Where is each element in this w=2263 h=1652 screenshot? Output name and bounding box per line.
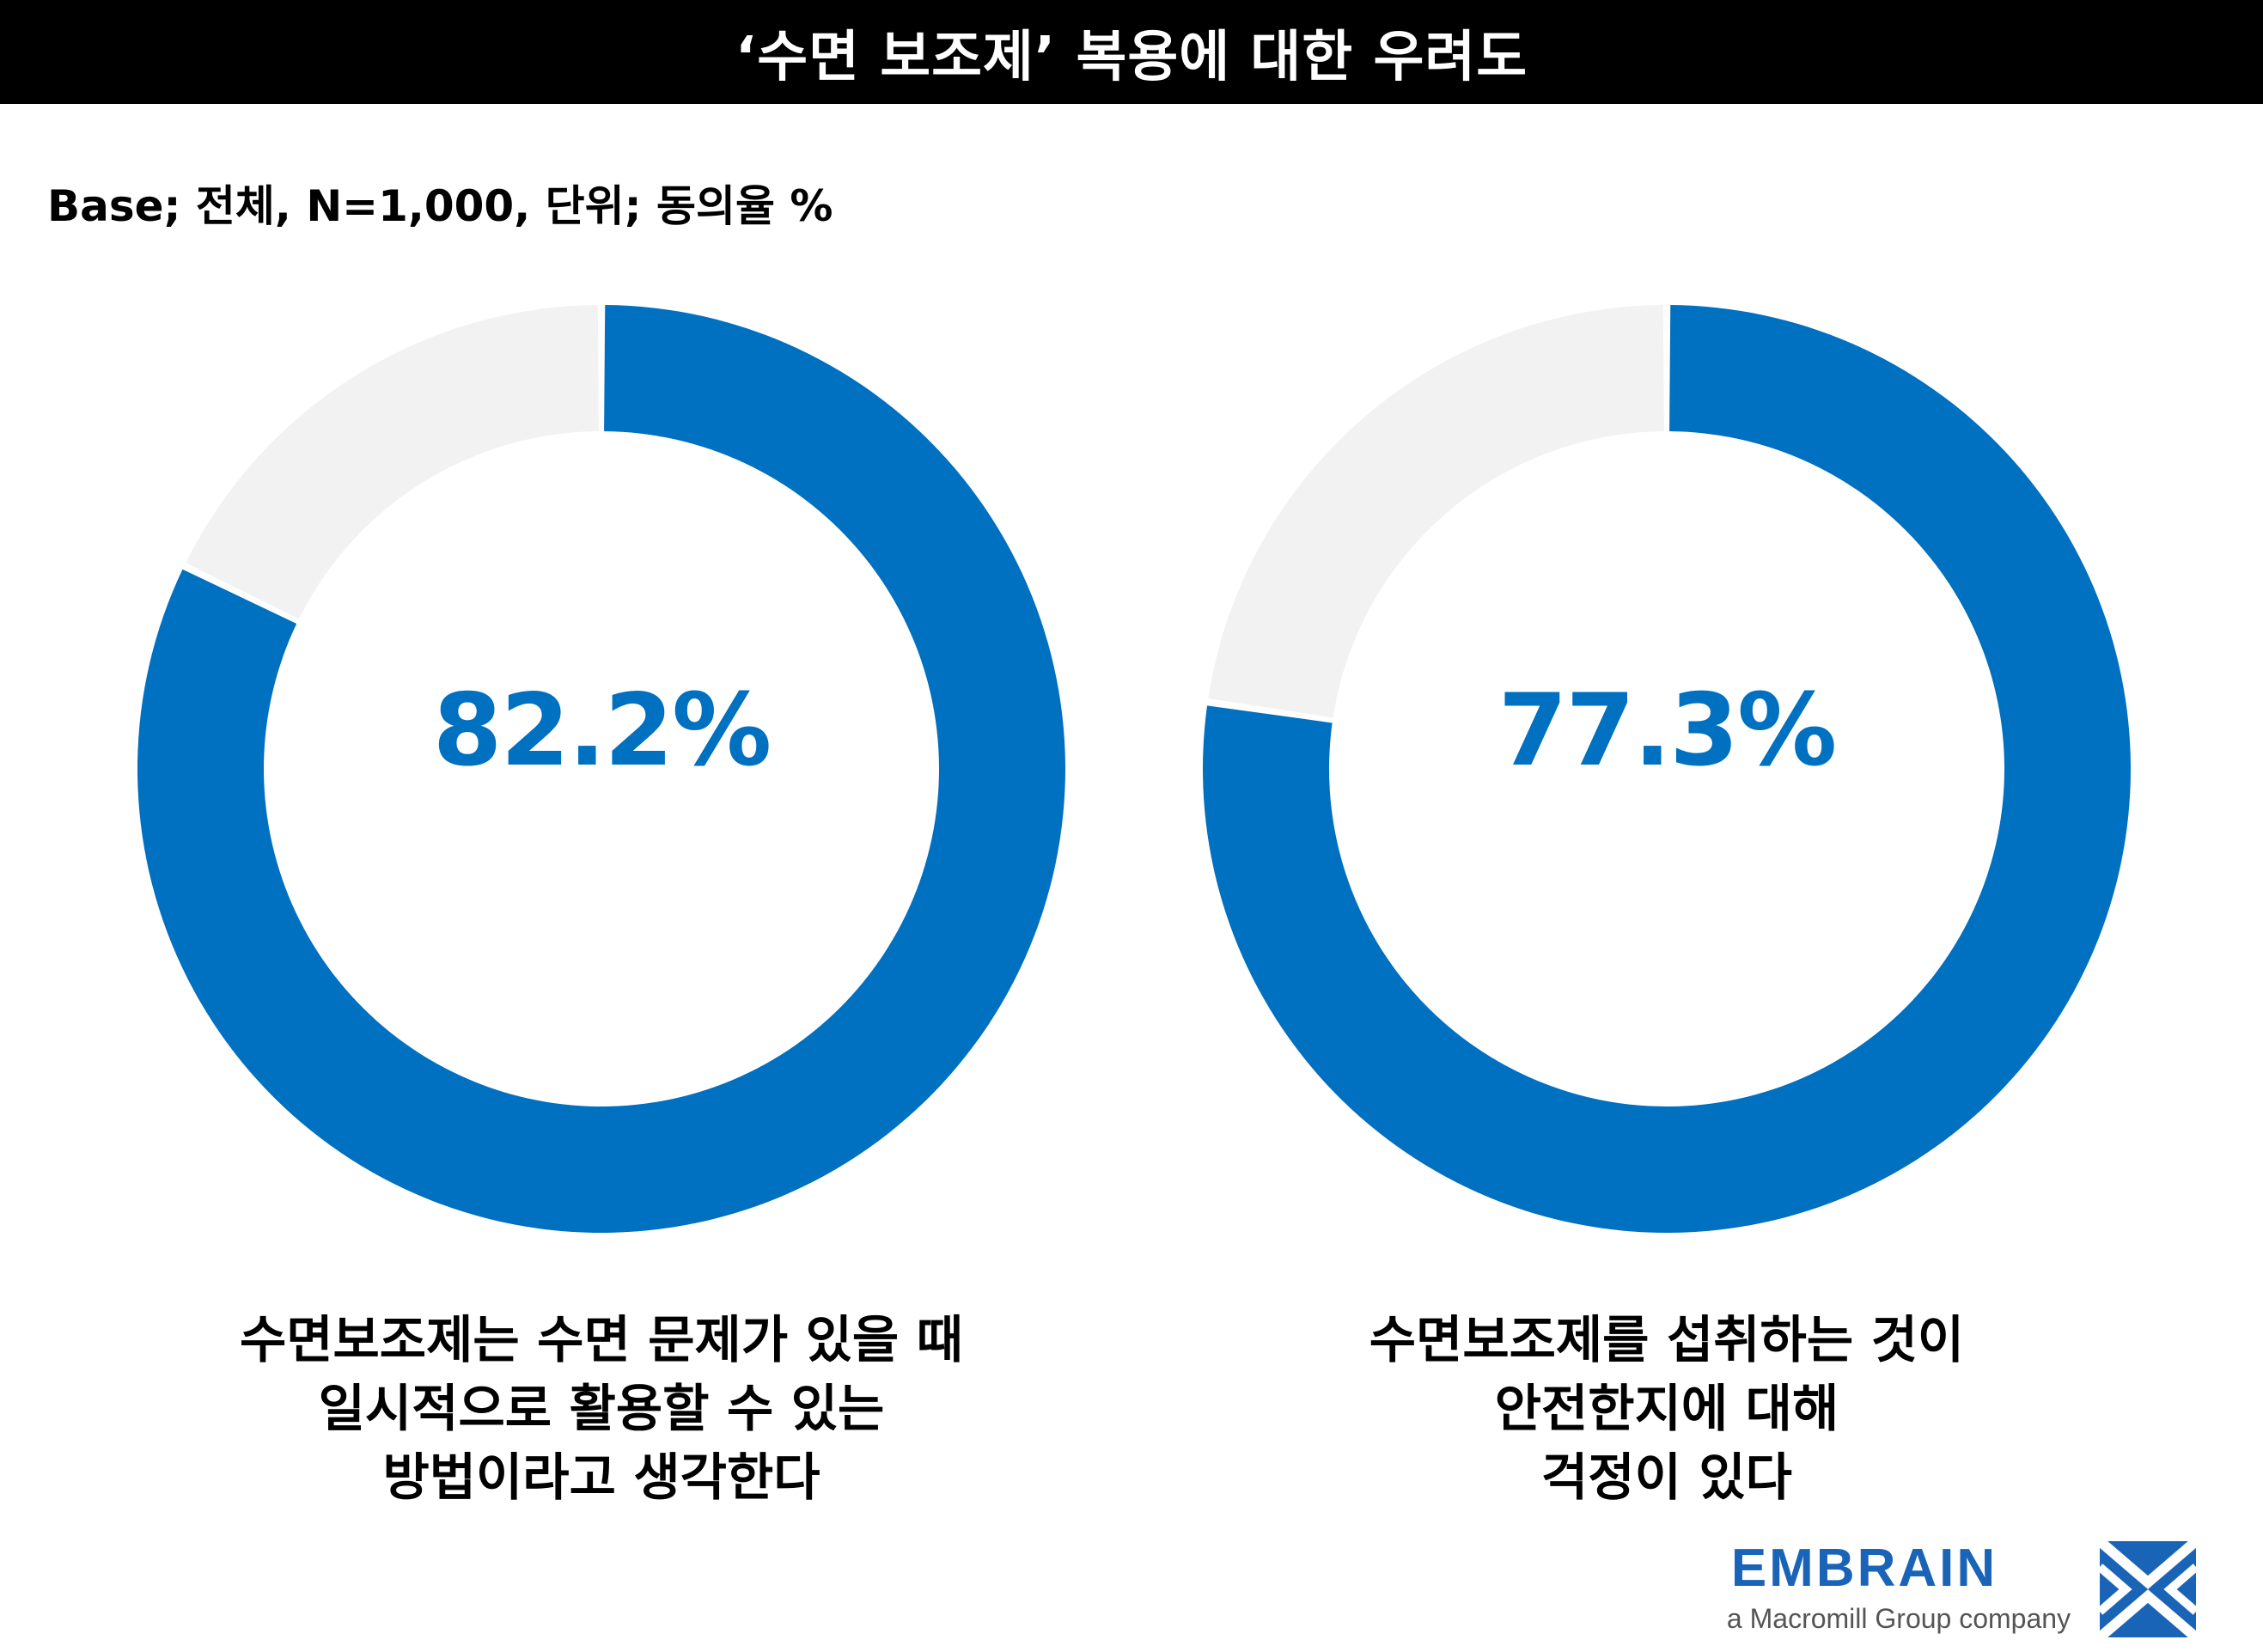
donut-2-caption: 수면보조제를 섭취하는 것이 안전한지에 대해 걱정이 있다 [1194, 1306, 2139, 1512]
donut-2-center-value: 77.3% [1498, 673, 1835, 789]
base-note: Base; 전체, N=1,000, 단위; 동의율 % [47, 181, 833, 231]
donut-1-caption-line: 일시적으로 활용할 수 있는 [318, 1379, 885, 1438]
donut-2-caption-line: 수면보조제를 섭취하는 것이 [1369, 1310, 1965, 1369]
donut-2-caption-line: 걱정이 있다 [1541, 1448, 1792, 1507]
embrain-logo: EMBRAIN a Macromill Group company [1718, 1538, 2251, 1649]
logo-tagline: a Macromill Group company [1726, 1603, 2071, 1634]
donut-1-center-value: 82.2% [433, 673, 770, 789]
donut-1-caption: 수면보조제는 수면 문제가 있을 때 일시적으로 활용할 수 있는 방법이라고 … [129, 1306, 1074, 1512]
donut-2-caption-line: 안전한지에 대해 [1494, 1379, 1839, 1438]
donut-2-slice-rest [1208, 305, 1664, 718]
embrain-logo-icon [2096, 1538, 2199, 1641]
donut-chart-1: 82.2% [137, 305, 1065, 1234]
logo-brand-text: EMBRAIN [1730, 1539, 1998, 1598]
donut-1-caption-line: 수면보조제는 수면 문제가 있을 때 [239, 1310, 964, 1369]
donut-1-caption-line: 방법이라고 생각한다 [382, 1448, 820, 1507]
page-title: ‘수면 보조제’ 복용에 대한 우려도 [0, 0, 2263, 104]
donut-1-slice-rest [186, 305, 599, 619]
donut-chart-2: 77.3% [1203, 305, 2131, 1234]
